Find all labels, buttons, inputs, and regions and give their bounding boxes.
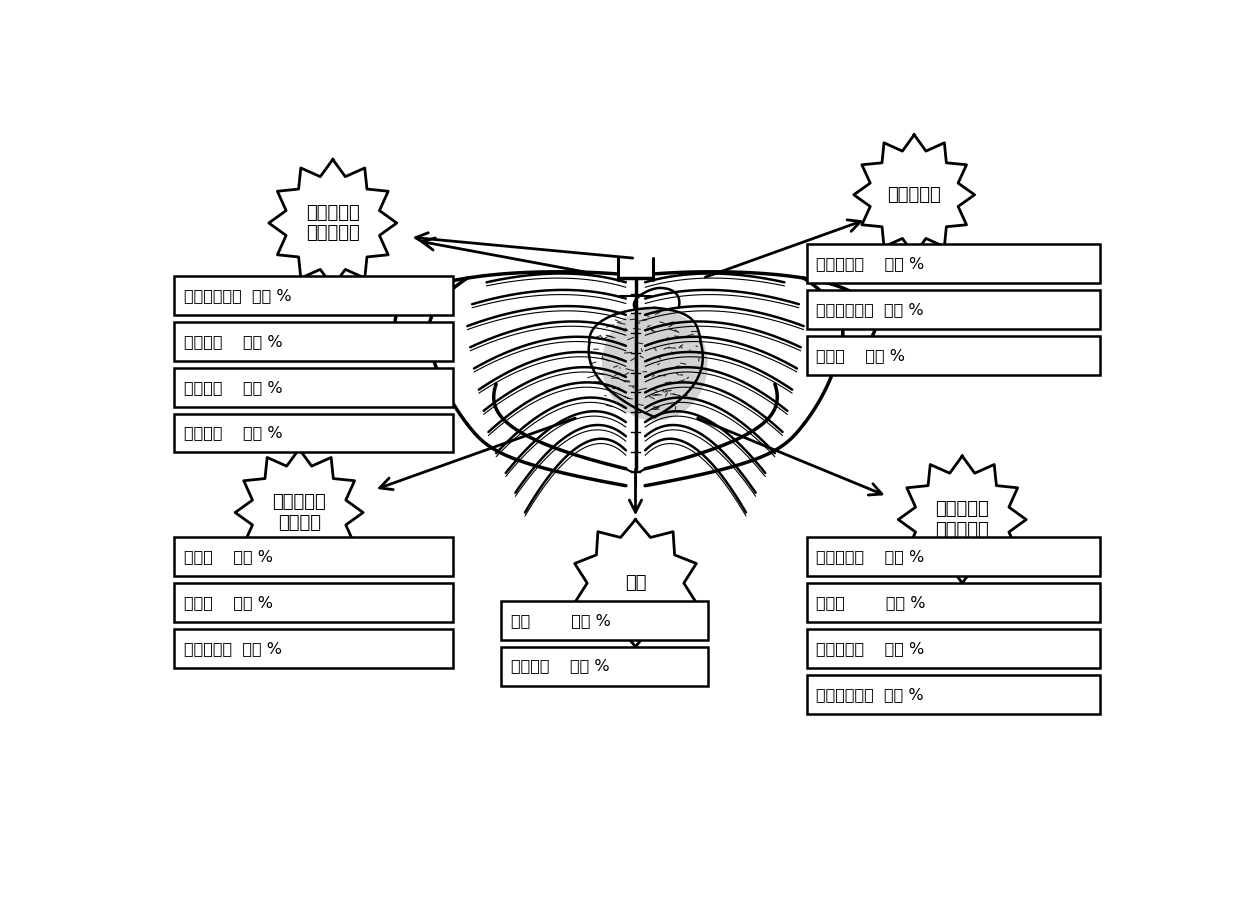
FancyBboxPatch shape [806,629,1100,668]
Text: 心源性胸痛: 心源性胸痛 [888,186,941,204]
Text: 心绞痛    概率 %: 心绞痛 概率 % [816,348,905,363]
Text: 来自胸壁和
颈部的胸痛: 来自胸壁和 颈部的胸痛 [306,204,360,242]
Text: 肺栓塞        概率 %: 肺栓塞 概率 % [816,595,926,610]
Text: 心理作用    概率 %: 心理作用 概率 % [511,658,609,674]
Polygon shape [854,135,975,255]
Text: 肋软骨炎    概率 %: 肋软骨炎 概率 % [184,425,283,440]
FancyBboxPatch shape [174,629,453,668]
Text: 其他: 其他 [625,574,646,592]
FancyBboxPatch shape [806,290,1100,329]
FancyBboxPatch shape [174,368,453,406]
Ellipse shape [601,308,708,421]
Text: 急性胰腺炎  概率 %: 急性胰腺炎 概率 % [184,641,281,656]
FancyBboxPatch shape [806,336,1100,375]
Text: 反流性食管炎  概率 %: 反流性食管炎 概率 % [816,687,924,702]
Text: 来自隔下器
官的胸痛: 来自隔下器 官的胸痛 [273,493,326,532]
Polygon shape [269,160,397,286]
Text: 胃溃疡    概率 %: 胃溃疡 概率 % [184,595,273,610]
Text: 胆结石    概率 %: 胆结石 概率 % [184,549,273,564]
FancyBboxPatch shape [806,244,1100,283]
FancyBboxPatch shape [174,276,453,315]
FancyBboxPatch shape [806,675,1100,713]
Text: 急性心肌梗死  概率 %: 急性心肌梗死 概率 % [816,302,924,317]
Text: 颈椎疾病    概率 %: 颈椎疾病 概率 % [184,380,283,394]
FancyBboxPatch shape [806,537,1100,576]
Text: 肺炎胸膜炎    概率 %: 肺炎胸膜炎 概率 % [816,641,924,656]
Polygon shape [574,520,697,646]
Text: 外伤        概率 %: 外伤 概率 % [511,613,610,628]
Text: 主动脉夹层    概率 %: 主动脉夹层 概率 % [816,549,924,564]
Text: 带状疱疹    概率 %: 带状疱疹 概率 % [184,334,283,348]
FancyBboxPatch shape [174,583,453,622]
Polygon shape [236,449,363,576]
Text: 胸骨柄综合征  概率 %: 胸骨柄综合征 概率 % [184,288,291,303]
FancyBboxPatch shape [806,583,1100,622]
FancyBboxPatch shape [174,537,453,576]
Text: 急性心包炎    概率 %: 急性心包炎 概率 % [816,256,924,271]
FancyBboxPatch shape [501,646,708,686]
Polygon shape [898,456,1027,583]
FancyBboxPatch shape [501,601,708,640]
FancyBboxPatch shape [174,414,453,452]
FancyBboxPatch shape [174,322,453,360]
Text: 来自胸腔内
组织的胸痛: 来自胸腔内 组织的胸痛 [935,500,990,539]
